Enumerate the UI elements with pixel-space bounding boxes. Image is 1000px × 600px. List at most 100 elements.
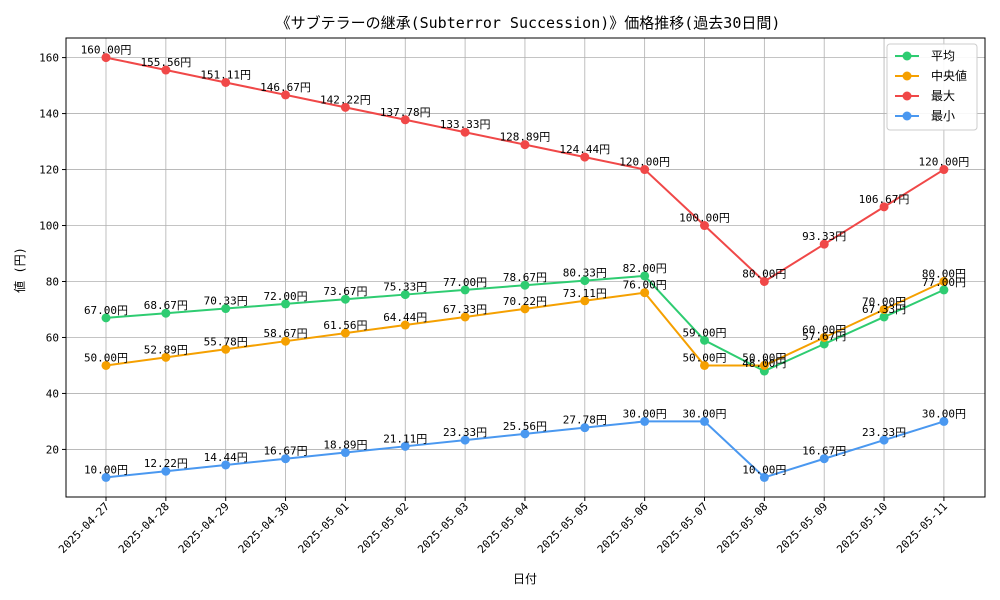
data-point	[520, 429, 530, 439]
data-label: 60.00円	[802, 323, 846, 336]
data-label: 76.00円	[623, 279, 667, 292]
y-tick-label: 60	[46, 331, 59, 344]
y-tick-label: 160	[39, 52, 59, 65]
data-point	[340, 294, 350, 304]
data-point	[819, 239, 829, 249]
data-point	[400, 290, 410, 300]
data-label: 64.44円	[383, 311, 427, 324]
data-label: 67.00円	[84, 304, 128, 317]
data-point	[460, 312, 470, 322]
data-label: 50.00円	[682, 351, 726, 364]
legend-marker	[902, 111, 912, 121]
data-label: 58.67円	[263, 327, 307, 340]
legend-label: 最大	[931, 89, 955, 103]
data-point	[580, 152, 590, 162]
data-point	[161, 466, 171, 476]
y-axis-label: 値 (円)	[12, 247, 27, 293]
legend-marker	[902, 51, 912, 61]
data-point	[640, 288, 650, 298]
data-point	[221, 460, 231, 470]
data-label: 21.11円	[383, 432, 427, 445]
data-label: 23.33円	[443, 426, 487, 439]
data-point	[879, 312, 889, 322]
chart-title: 《サブテラーの継承(Subterror Succession)》価格推移(過去3…	[276, 14, 781, 32]
data-label: 23.33円	[862, 426, 906, 439]
data-label: 18.89円	[323, 439, 367, 452]
legend-label: 中央値	[931, 68, 967, 83]
data-point	[939, 285, 949, 295]
data-label: 72.00円	[263, 290, 307, 303]
data-point	[101, 472, 111, 482]
data-label: 133.33円	[440, 118, 491, 131]
data-label: 146.67円	[260, 81, 311, 94]
data-point	[879, 202, 889, 212]
data-point	[939, 416, 949, 426]
data-point	[340, 328, 350, 338]
data-label: 52.89円	[144, 343, 188, 356]
data-point	[819, 454, 829, 464]
data-label: 10.00円	[742, 463, 786, 476]
data-label: 120.00円	[619, 156, 670, 169]
data-label: 55.78円	[204, 335, 248, 348]
legend-marker	[902, 91, 912, 101]
data-label: 30.00円	[623, 407, 667, 420]
data-label: 50.00円	[742, 351, 786, 364]
data-label: 59.00円	[682, 326, 726, 339]
data-point	[400, 115, 410, 125]
data-point	[819, 339, 829, 349]
data-point	[340, 102, 350, 112]
data-label: 80.00円	[922, 267, 966, 280]
data-point	[520, 304, 530, 314]
data-point	[221, 344, 231, 354]
data-point	[460, 127, 470, 137]
data-point	[640, 165, 650, 175]
data-label: 12.22円	[144, 457, 188, 470]
data-label: 77.00円	[443, 276, 487, 289]
data-label: 73.67円	[323, 285, 367, 298]
data-point	[819, 332, 829, 342]
data-point	[759, 472, 769, 482]
data-point	[700, 360, 709, 370]
y-tick-label: 140	[39, 108, 59, 121]
y-tick-label: 40	[46, 387, 59, 400]
data-label: 73.11円	[563, 287, 607, 300]
data-point	[879, 435, 889, 445]
data-point	[700, 416, 709, 426]
data-label: 100.00円	[679, 212, 730, 225]
data-point	[460, 285, 470, 295]
data-point	[700, 335, 709, 345]
data-label: 106.67円	[859, 193, 910, 206]
data-point	[460, 435, 470, 445]
data-label: 61.56円	[323, 319, 367, 332]
data-point	[520, 280, 530, 290]
data-label: 80.33円	[563, 267, 607, 280]
data-point	[101, 313, 111, 323]
data-label: 155.56円	[140, 56, 191, 69]
data-label: 160.00円	[81, 44, 132, 57]
data-point	[520, 140, 530, 150]
data-label: 77.00円	[922, 276, 966, 289]
x-axis-label: 日付	[513, 572, 537, 586]
legend-label: 平均	[931, 49, 955, 63]
data-label: 68.67円	[144, 299, 188, 312]
data-point	[879, 304, 889, 314]
data-label: 80.00円	[742, 267, 786, 280]
data-label: 120.00円	[919, 156, 970, 169]
legend-label: 最小	[931, 109, 955, 123]
data-label: 75.33円	[383, 281, 427, 294]
data-label: 50.00円	[84, 351, 128, 364]
data-point	[640, 271, 650, 281]
data-point	[281, 336, 291, 346]
y-tick-label: 100	[39, 220, 59, 233]
data-point	[939, 165, 949, 175]
data-label: 30.00円	[922, 407, 966, 420]
data-label: 16.67円	[263, 445, 307, 458]
data-point	[700, 221, 709, 231]
data-point	[161, 352, 171, 362]
data-point	[221, 304, 231, 314]
plot-frame	[65, 37, 986, 498]
data-point	[281, 90, 291, 100]
